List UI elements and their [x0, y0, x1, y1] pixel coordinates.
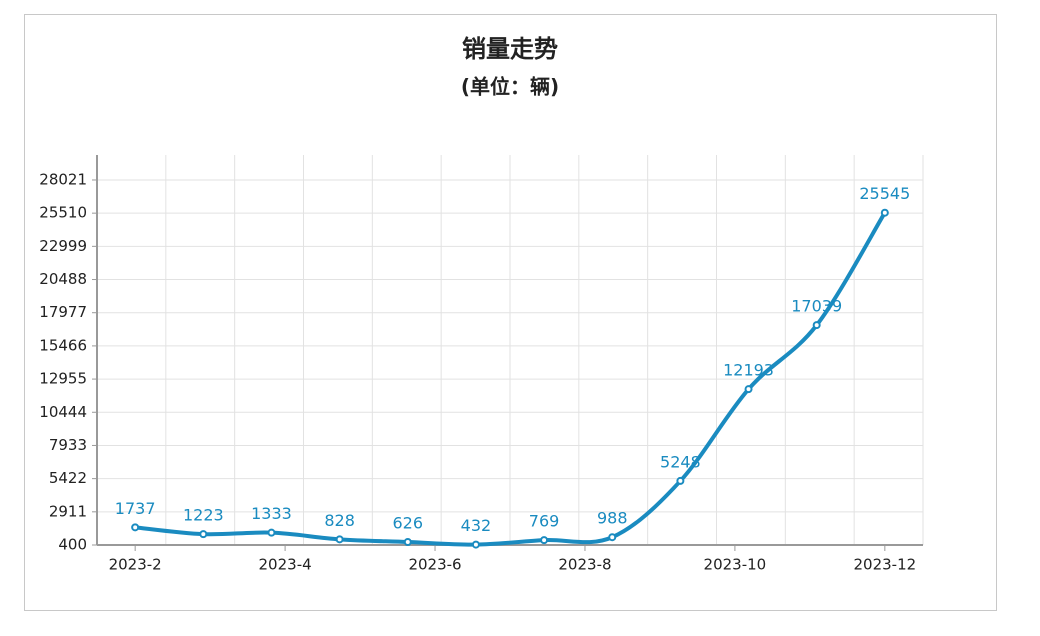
y-tick-label: 5422 — [49, 469, 87, 487]
y-tick-label: 15466 — [39, 336, 87, 354]
value-label: 25545 — [859, 184, 910, 203]
point — [540, 536, 549, 545]
value-label: 12193 — [723, 361, 774, 380]
x-tick-label: 2023-8 — [558, 556, 611, 574]
point — [403, 538, 412, 547]
value-label: 626 — [392, 514, 423, 533]
y-tick-label: 25510 — [39, 204, 87, 222]
value-label: 828 — [324, 511, 355, 530]
y-tick-label: 22999 — [39, 237, 87, 255]
value-label: 432 — [461, 516, 492, 535]
point — [812, 321, 821, 330]
x-tick-label: 2023-4 — [259, 556, 312, 574]
x-tick-label: 2023-12 — [853, 556, 916, 574]
point — [471, 540, 480, 549]
point — [676, 476, 685, 485]
point — [267, 528, 276, 537]
point — [880, 208, 889, 217]
frame — [24, 14, 997, 611]
y-tick-label: 12955 — [39, 370, 87, 388]
x-tick-label: 2023-2 — [109, 556, 162, 574]
y-tick-label: 28021 — [39, 170, 87, 188]
chart-title: 销量走势 — [462, 35, 558, 63]
value-label: 1223 — [183, 506, 224, 525]
point — [608, 533, 617, 542]
point — [744, 385, 753, 394]
point — [335, 535, 344, 544]
x-tick-label: 2023-10 — [704, 556, 767, 574]
y-tick-label: 7933 — [49, 436, 87, 454]
x-tick-label: 2023-6 — [408, 556, 461, 574]
value-label: 1737 — [115, 499, 156, 518]
value-label: 988 — [597, 509, 628, 528]
value-label: 5248 — [660, 452, 701, 471]
value-label: 1333 — [251, 504, 292, 523]
value-label: 769 — [529, 512, 560, 531]
point — [131, 523, 140, 532]
y-tick-label: 17977 — [39, 303, 87, 321]
y-tick-label: 400 — [58, 536, 87, 554]
value-label: 17039 — [791, 297, 842, 316]
y-tick-label: 10444 — [39, 403, 87, 421]
chart-subtitle: (单位：辆) — [461, 75, 559, 99]
point — [199, 530, 208, 539]
y-tick-label: 2911 — [49, 502, 87, 520]
y-tick-label: 20488 — [39, 270, 87, 288]
